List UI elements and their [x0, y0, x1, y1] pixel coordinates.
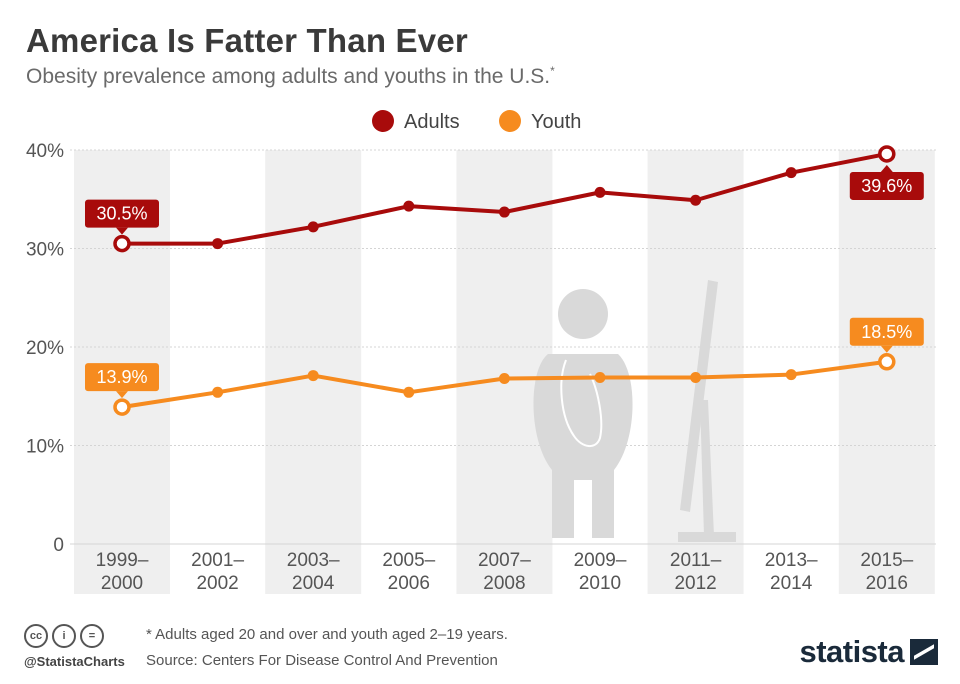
- y-tick-label: 10%: [26, 437, 64, 458]
- callout-pointer: [116, 227, 128, 235]
- data-point: [307, 370, 319, 382]
- person-icon: i: [52, 624, 76, 648]
- scale-base: [678, 532, 736, 542]
- y-tick-label: 20%: [26, 338, 64, 359]
- chart-title: America Is Fatter Than Ever: [26, 22, 468, 59]
- callout-box: [85, 199, 159, 228]
- callout-box: [85, 363, 159, 392]
- statista-logo[interactable]: statista: [799, 634, 938, 670]
- cc-icon: cc: [24, 624, 48, 648]
- chart-subtitle: Obesity prevalence among adults and yout…: [26, 64, 555, 89]
- y-tick-label: 40%: [26, 141, 64, 162]
- background-band: [647, 150, 744, 594]
- data-point: [403, 386, 415, 398]
- data-point: [594, 186, 606, 198]
- legend-label: Youth: [531, 111, 581, 133]
- x-tick-label: 2001– 2002: [191, 550, 244, 594]
- data-point: [878, 145, 896, 163]
- callout-box: [849, 317, 924, 346]
- data-label: 13.9%: [96, 367, 147, 387]
- data-label-callout: 18.5%: [849, 317, 924, 353]
- data-label: 30.5%: [96, 204, 147, 224]
- data-label-callout: 30.5%: [85, 199, 159, 235]
- x-tick-label: 2013– 2014: [765, 550, 818, 594]
- data-point: [212, 386, 224, 398]
- legend-label: Adults: [404, 111, 460, 133]
- data-point: [785, 167, 797, 179]
- obesity-illustration: [533, 280, 736, 542]
- x-tick-label: 2007– 2008: [478, 550, 531, 594]
- y-tick-label: 30%: [26, 240, 64, 261]
- footnote: * Adults aged 20 and over and youth aged…: [146, 626, 508, 643]
- data-point: [212, 238, 224, 250]
- x-tick-label: 2003– 2004: [287, 550, 340, 594]
- data-label-callout: 13.9%: [85, 363, 159, 399]
- background-band: [456, 150, 553, 594]
- social-handle[interactable]: @StatistaCharts: [24, 654, 125, 669]
- legend-marker: [499, 110, 521, 132]
- x-tick-label: 2011– 2012: [670, 550, 722, 594]
- figure-body: [533, 354, 633, 538]
- callout-box: [849, 171, 924, 200]
- logo-mark-icon: [910, 639, 938, 665]
- logo-text: statista: [799, 634, 904, 669]
- data-point: [785, 369, 797, 381]
- callout-pointer: [880, 164, 893, 172]
- data-point: [690, 372, 702, 384]
- scale-pole: [680, 280, 718, 512]
- data-point: [307, 221, 319, 233]
- callout-pointer: [116, 391, 128, 399]
- x-tick-label: 1999– 2000: [96, 550, 149, 594]
- data-point: [113, 398, 131, 416]
- y-tick-label: 0: [53, 535, 64, 556]
- subtitle-footnote-mark: *: [550, 64, 555, 78]
- x-tick-label: 2005– 2006: [382, 550, 435, 594]
- data-label: 18.5%: [861, 322, 912, 342]
- data-point: [403, 200, 415, 212]
- legend-marker: [372, 110, 394, 132]
- x-tick-label: 2009– 2010: [574, 550, 627, 594]
- figure-arm: [560, 359, 603, 447]
- scale-stand: [700, 400, 714, 536]
- data-point: [113, 234, 131, 253]
- data-label-callout: 39.6%: [849, 164, 924, 200]
- data-label: 39.6%: [861, 176, 912, 196]
- callout-pointer: [880, 345, 893, 353]
- data-point: [690, 194, 702, 206]
- data-point: [594, 372, 606, 384]
- equals-icon: =: [80, 624, 104, 648]
- data-point: [498, 373, 510, 385]
- license-icons: cc i =: [24, 624, 104, 648]
- figure-head: [558, 289, 608, 339]
- data-point: [878, 353, 896, 371]
- x-tick-label: 2015– 2016: [860, 550, 913, 594]
- background-band: [838, 150, 935, 594]
- data-point: [498, 206, 510, 218]
- subtitle-text: Obesity prevalence among adults and yout…: [26, 65, 551, 88]
- source-text: Source: Centers For Disease Control And …: [146, 652, 498, 669]
